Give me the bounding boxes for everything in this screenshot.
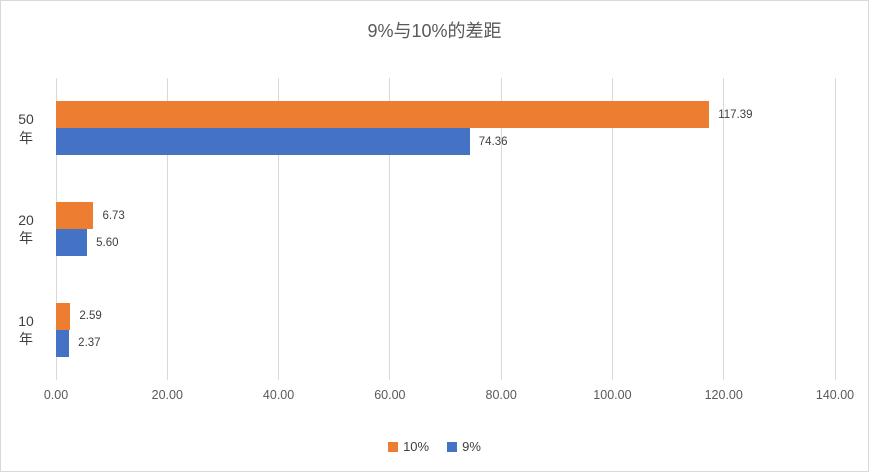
- gridline: [834, 78, 836, 380]
- x-axis-tick-label: 100.00: [593, 388, 632, 402]
- bar-line: 74.36: [56, 128, 835, 156]
- data-label: 74.36: [478, 135, 508, 148]
- gridline: [723, 78, 725, 380]
- bar-line: 2.59: [56, 302, 835, 330]
- bar-line: 117.39: [56, 101, 835, 129]
- data-label: 117.39: [718, 108, 753, 121]
- category-row-50y: 50年 117.39 74.36: [18, 78, 835, 179]
- x-axis-tick-label: 0.00: [43, 388, 69, 402]
- category-label-20y: 20年: [18, 211, 34, 246]
- bar-10pct-10y[interactable]: [56, 302, 71, 330]
- legend-label: 9%: [462, 439, 481, 454]
- bar-line: 6.73: [56, 202, 835, 229]
- chart-title[interactable]: 9%与10%的差距: [367, 21, 502, 41]
- legend: 10% 9%: [1, 439, 868, 454]
- category-row-10y: 10年 2.59 2.37: [18, 279, 835, 380]
- x-axis-tick-label: 140.00: [815, 388, 855, 402]
- bar-line: 2.37: [56, 329, 835, 357]
- x-axis-tick-label: 20.00: [151, 388, 183, 402]
- legend-swatch-blue: [447, 441, 458, 452]
- x-axis-tick-label: 60.00: [374, 388, 406, 402]
- gridline: [166, 78, 168, 380]
- x-axis-tick-label: 120.00: [704, 388, 743, 402]
- bar-9pct-20y[interactable]: [56, 229, 88, 256]
- category-row-20y: 20年 6.73 5.60: [18, 179, 835, 280]
- bar-line: 5.60: [56, 229, 835, 256]
- bar-10pct-50y[interactable]: [56, 101, 710, 129]
- data-label: 5.60: [96, 236, 119, 249]
- bar-9pct-10y[interactable]: [56, 329, 70, 357]
- category-label-50y: 50年: [18, 111, 34, 146]
- bar-9pct-50y[interactable]: [56, 128, 470, 156]
- data-label: 2.59: [79, 310, 102, 323]
- category-label-10y: 10年: [18, 312, 34, 347]
- gridline: [278, 78, 280, 380]
- category-rows: 50年 117.39 74.36 20年 6.73 5.60: [18, 78, 835, 380]
- bar-10pct-20y[interactable]: [56, 202, 94, 229]
- x-axis-tick-label: 80.00: [485, 388, 517, 402]
- x-axis-tick-label: 40.00: [262, 388, 295, 402]
- gridline: [611, 78, 613, 380]
- data-label: 2.37: [78, 337, 101, 350]
- data-label: 6.73: [102, 209, 125, 222]
- legend-item-9pct[interactable]: 9%: [447, 439, 481, 454]
- gridline: [500, 78, 502, 380]
- legend-item-10pct[interactable]: 10%: [388, 439, 429, 454]
- legend-swatch-orange: [388, 441, 399, 452]
- gridline: [389, 78, 391, 380]
- x-axis-tick-labels: 0.00 20.00 40.00 60.00 80.00 100.00 120.00 140.…: [44, 388, 854, 404]
- plot-area: 50年 117.39 74.36 20年 6.73 5.60: [18, 78, 836, 380]
- legend-label: 10%: [403, 439, 430, 454]
